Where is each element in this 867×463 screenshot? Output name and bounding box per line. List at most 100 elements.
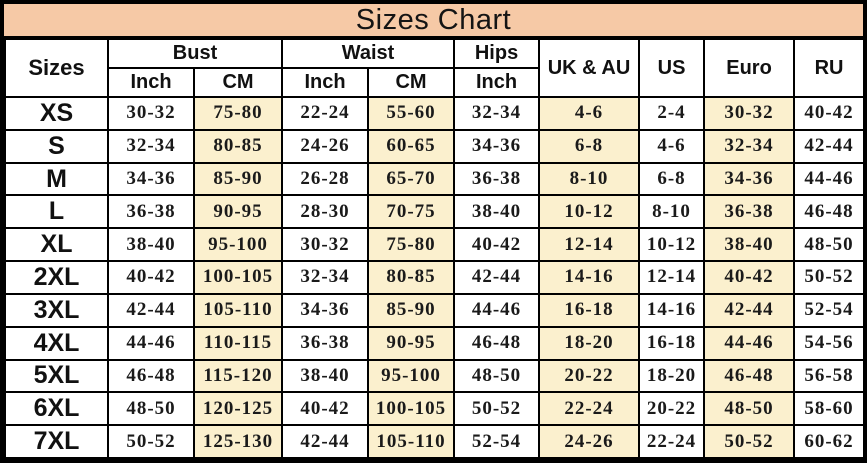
- waist-inch-cell: 38-40: [281, 358, 370, 394]
- column-header-waist: Waist: [281, 38, 456, 69]
- bust-inch-cell: 30-32: [107, 96, 195, 131]
- size-label: XS: [4, 96, 109, 131]
- bust-inch-cell: 42-44: [107, 292, 195, 328]
- uk-au-cell: 14-16: [538, 260, 641, 295]
- waist-inch-cell: 32-34: [281, 260, 370, 295]
- uk-au-cell: 4-6: [538, 96, 641, 131]
- ru-cell: 60-62: [793, 424, 866, 459]
- size-label: 5XL: [4, 358, 109, 394]
- waist-inch-cell: 36-38: [281, 325, 370, 361]
- table-row: 5XL 46-48 115-120 38-40 95-100 48-50 20-22 18-2…: [4, 358, 866, 394]
- euro-cell: 46-48: [703, 358, 796, 394]
- us-cell: 8-10: [638, 194, 706, 230]
- bust-cm-cell: 125-130: [192, 424, 284, 459]
- column-header-us: US: [638, 38, 706, 98]
- bust-cm-cell: 95-100: [192, 227, 284, 263]
- us-cell: 10-12: [638, 227, 706, 263]
- subheader-waist-inch: Inch: [281, 67, 370, 98]
- waist-inch-cell: 42-44: [281, 424, 370, 459]
- table-row: M 34-36 85-90 26-28 65-70 36-38 8-10 6-8 34-36 44…: [4, 161, 866, 197]
- table-row: S 32-34 80-85 24-26 60-65 34-36 6-8 4-6 32-34 42-…: [4, 128, 866, 164]
- size-label: 4XL: [4, 325, 109, 361]
- bust-cm-cell: 85-90: [192, 161, 284, 197]
- waist-cm-cell: 100-105: [367, 391, 456, 427]
- us-cell: 18-20: [638, 358, 706, 394]
- bust-cm-cell: 120-125: [192, 391, 284, 427]
- uk-au-cell: 20-22: [538, 358, 641, 394]
- bust-cm-cell: 100-105: [192, 260, 284, 295]
- table-row: 6XL 48-50 120-125 40-42 100-105 50-52 22-24 20-…: [4, 391, 866, 427]
- table-row: L 36-38 90-95 28-30 70-75 38-40 10-12 8-10 36-38…: [4, 194, 866, 230]
- ru-cell: 54-56: [793, 325, 866, 361]
- size-table: Sizes Bust Waist Hips UK & AU US Euro RU…: [4, 38, 866, 459]
- ru-cell: 58-60: [793, 391, 866, 427]
- us-cell: 20-22: [638, 391, 706, 427]
- header-row-top: Sizes Bust Waist Hips UK & AU US Euro RU: [4, 38, 866, 98]
- table-row: 2XL 40-42 100-105 32-34 80-85 42-44 14-16 12-14…: [4, 260, 866, 295]
- column-header-sizes: Sizes: [4, 38, 109, 98]
- waist-inch-cell: 24-26: [281, 128, 370, 164]
- waist-cm-cell: 90-95: [367, 325, 456, 361]
- euro-cell: 34-36: [703, 161, 796, 197]
- hips-inch-cell: 34-36: [453, 128, 541, 164]
- ru-cell: 42-44: [793, 128, 866, 164]
- waist-cm-cell: 70-75: [367, 194, 456, 230]
- bust-cm-cell: 90-95: [192, 194, 284, 230]
- us-cell: 12-14: [638, 260, 706, 295]
- us-cell: 2-4: [638, 96, 706, 131]
- bust-inch-cell: 44-46: [107, 325, 195, 361]
- hips-inch-cell: 48-50: [453, 358, 541, 394]
- table-header: Sizes Bust Waist Hips UK & AU US Euro RU…: [4, 38, 866, 98]
- size-label: S: [4, 128, 109, 164]
- size-label: 3XL: [4, 292, 109, 328]
- euro-cell: 40-42: [703, 260, 796, 295]
- waist-inch-cell: 40-42: [281, 391, 370, 427]
- us-cell: 22-24: [638, 424, 706, 459]
- subheader-hips-inch: Inch: [453, 67, 541, 98]
- hips-inch-cell: 52-54: [453, 424, 541, 459]
- table-row: 4XL 44-46 110-115 36-38 90-95 46-48 18-20 16-18…: [4, 325, 866, 361]
- ru-cell: 46-48: [793, 194, 866, 230]
- ru-cell: 44-46: [793, 161, 866, 197]
- us-cell: 4-6: [638, 128, 706, 164]
- waist-cm-cell: 55-60: [367, 96, 456, 131]
- size-label: 6XL: [4, 391, 109, 427]
- euro-cell: 48-50: [703, 391, 796, 427]
- bust-inch-cell: 32-34: [107, 128, 195, 164]
- hips-inch-cell: 50-52: [453, 391, 541, 427]
- waist-cm-cell: 60-65: [367, 128, 456, 164]
- bust-cm-cell: 105-110: [192, 292, 284, 328]
- uk-au-cell: 12-14: [538, 227, 641, 263]
- hips-inch-cell: 44-46: [453, 292, 541, 328]
- hips-inch-cell: 32-34: [453, 96, 541, 131]
- waist-cm-cell: 105-110: [367, 424, 456, 459]
- waist-inch-cell: 30-32: [281, 227, 370, 263]
- subheader-bust-cm: CM: [192, 67, 284, 98]
- euro-cell: 42-44: [703, 292, 796, 328]
- uk-au-cell: 6-8: [538, 128, 641, 164]
- waist-cm-cell: 95-100: [367, 358, 456, 394]
- waist-inch-cell: 28-30: [281, 194, 370, 230]
- hips-inch-cell: 40-42: [453, 227, 541, 263]
- us-cell: 6-8: [638, 161, 706, 197]
- bust-cm-cell: 115-120: [192, 358, 284, 394]
- hips-inch-cell: 46-48: [453, 325, 541, 361]
- ru-cell: 48-50: [793, 227, 866, 263]
- header-row-sub: Inch CM Inch CM Inch: [5, 67, 864, 98]
- bust-cm-cell: 80-85: [192, 128, 284, 164]
- bust-inch-cell: 40-42: [107, 260, 195, 295]
- euro-cell: 38-40: [703, 227, 796, 263]
- uk-au-cell: 18-20: [538, 325, 641, 361]
- subheader-waist-cm: CM: [367, 67, 456, 98]
- us-cell: 14-16: [638, 292, 706, 328]
- size-label: M: [4, 161, 109, 197]
- euro-cell: 44-46: [703, 325, 796, 361]
- column-header-bust: Bust: [106, 38, 284, 69]
- bust-cm-cell: 110-115: [192, 325, 284, 361]
- column-header-euro: Euro: [703, 38, 796, 98]
- bust-cm-cell: 75-80: [192, 96, 284, 131]
- table-row: XS 30-32 75-80 22-24 55-60 32-34 4-6 2-4 30-32 40…: [4, 96, 866, 131]
- size-table-body: XS 30-32 75-80 22-24 55-60 32-34 4-6 2-4 30-32 40…: [4, 96, 866, 459]
- subheader-bust-inch: Inch: [107, 67, 195, 98]
- waist-cm-cell: 75-80: [367, 227, 456, 263]
